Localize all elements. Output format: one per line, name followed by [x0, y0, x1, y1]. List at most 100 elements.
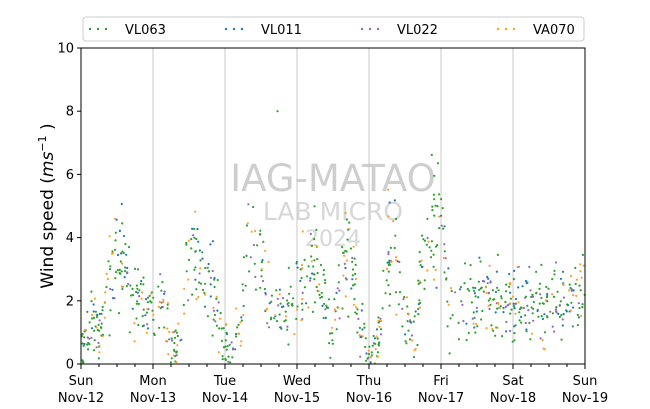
data-point — [185, 270, 188, 273]
data-point — [398, 260, 401, 264]
data-point — [449, 317, 452, 320]
data-point — [478, 288, 481, 291]
data-point — [118, 268, 121, 271]
data-point — [509, 297, 512, 300]
watermark-line-1: IAG-MATAO — [230, 157, 435, 200]
data-point — [177, 322, 180, 325]
data-point — [343, 262, 346, 265]
data-point — [472, 289, 476, 292]
data-point — [129, 284, 132, 287]
data-point — [327, 298, 331, 301]
x-tick-label-day: Mon — [139, 374, 166, 389]
data-point — [448, 352, 451, 355]
data-point — [553, 273, 556, 276]
data-point — [342, 254, 346, 257]
data-point — [292, 297, 295, 300]
data-point — [426, 217, 429, 220]
data-point — [163, 292, 166, 295]
data-point — [299, 279, 302, 282]
data-point — [490, 324, 493, 327]
data-point — [354, 263, 357, 266]
data-point — [487, 299, 490, 302]
data-point — [286, 328, 289, 331]
data-point — [352, 284, 355, 287]
data-point — [551, 293, 554, 296]
data-point — [234, 332, 238, 336]
data-point — [562, 283, 565, 286]
data-point — [337, 264, 340, 267]
data-point — [489, 297, 492, 300]
data-point — [562, 313, 565, 316]
data-point — [90, 336, 93, 339]
data-point — [574, 266, 577, 269]
data-point — [190, 238, 193, 241]
legend-marker — [504, 27, 508, 31]
data-point — [459, 288, 462, 291]
data-point — [528, 265, 531, 268]
data-point — [420, 259, 423, 262]
data-point — [346, 238, 349, 241]
legend-marker — [224, 27, 228, 31]
data-point — [333, 298, 336, 301]
data-point — [395, 256, 398, 259]
data-point — [334, 318, 337, 321]
data-point — [120, 252, 123, 255]
data-point — [541, 339, 544, 342]
data-point — [88, 337, 91, 340]
data-point — [261, 279, 265, 283]
data-point — [441, 207, 444, 210]
data-point — [560, 314, 563, 317]
data-point — [428, 246, 431, 249]
data-point — [319, 296, 322, 299]
data-point — [106, 278, 109, 281]
data-point — [315, 228, 318, 231]
data-point — [473, 316, 476, 319]
watermark: IAG-MATAO LAB MICRO 2024 — [230, 157, 435, 252]
data-point — [207, 262, 210, 266]
data-point — [487, 277, 490, 280]
data-point — [408, 338, 411, 341]
data-point — [199, 259, 202, 262]
data-point — [438, 227, 441, 230]
data-point — [351, 274, 354, 277]
data-point — [539, 293, 542, 296]
data-point — [463, 262, 467, 265]
data-point — [121, 287, 124, 291]
data-point — [105, 285, 108, 289]
data-point — [525, 328, 528, 331]
data-point — [411, 339, 414, 342]
data-point — [224, 339, 227, 342]
legend-marker — [232, 27, 236, 31]
data-point — [359, 355, 362, 358]
data-point — [524, 314, 527, 317]
data-point — [542, 302, 545, 305]
data-point — [561, 318, 564, 321]
data-point — [218, 327, 221, 330]
data-point — [83, 342, 86, 346]
data-point — [96, 313, 99, 317]
data-point — [547, 287, 550, 290]
legend-marker — [104, 27, 108, 31]
data-point — [137, 302, 140, 305]
data-point — [140, 280, 143, 283]
data-point — [254, 288, 257, 291]
data-point — [122, 234, 126, 238]
data-point — [203, 305, 207, 308]
data-point — [266, 322, 269, 325]
data-point — [313, 259, 316, 262]
data-point — [320, 295, 324, 298]
data-point — [358, 326, 361, 329]
data-point — [468, 289, 471, 292]
data-point — [475, 306, 478, 309]
data-point — [151, 309, 154, 312]
data-point — [376, 337, 379, 340]
data-point — [163, 290, 166, 293]
data-point — [553, 330, 556, 333]
y-axis-ticks: 0 2 4 6 8 10 — [57, 42, 81, 373]
data-point — [398, 291, 402, 294]
data-point — [418, 251, 421, 254]
data-point — [234, 348, 237, 351]
data-point — [194, 266, 197, 269]
data-point — [405, 296, 408, 299]
data-point — [120, 285, 123, 288]
